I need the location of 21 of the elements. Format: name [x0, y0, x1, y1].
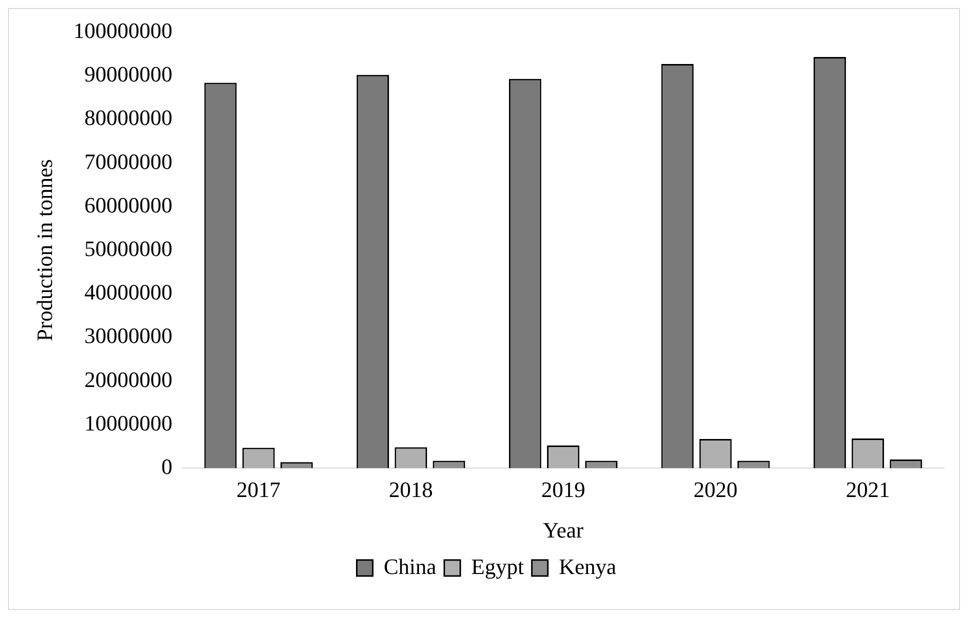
- y-tick-label: 100000000: [73, 18, 172, 43]
- x-tick-label: 2021: [846, 477, 890, 502]
- x-axis-title: Year: [542, 518, 584, 543]
- y-tick-label: 0: [161, 454, 172, 479]
- y-axis-title: Production in tonnes: [32, 159, 57, 342]
- y-tick-label: 80000000: [84, 105, 172, 130]
- y-tick-label: 70000000: [84, 148, 172, 174]
- x-tick-label: 2017: [236, 477, 281, 502]
- legend-label: China: [384, 554, 437, 579]
- y-tick-label: 60000000: [84, 192, 172, 218]
- y-tick-label: 50000000: [84, 236, 172, 261]
- x-tick-label: 2020: [694, 477, 738, 502]
- y-tick-label: 40000000: [84, 280, 172, 305]
- legend-label: Kenya: [558, 554, 616, 579]
- y-tick-label: 30000000: [84, 323, 172, 348]
- legend-label: Egypt: [471, 554, 524, 579]
- x-tick-label: 2018: [388, 477, 433, 502]
- y-tick-label: 10000000: [84, 410, 172, 436]
- y-tick-label: 90000000: [84, 62, 172, 87]
- y-tick-label: 20000000: [84, 366, 172, 392]
- x-tick-label: 2019: [541, 477, 586, 502]
